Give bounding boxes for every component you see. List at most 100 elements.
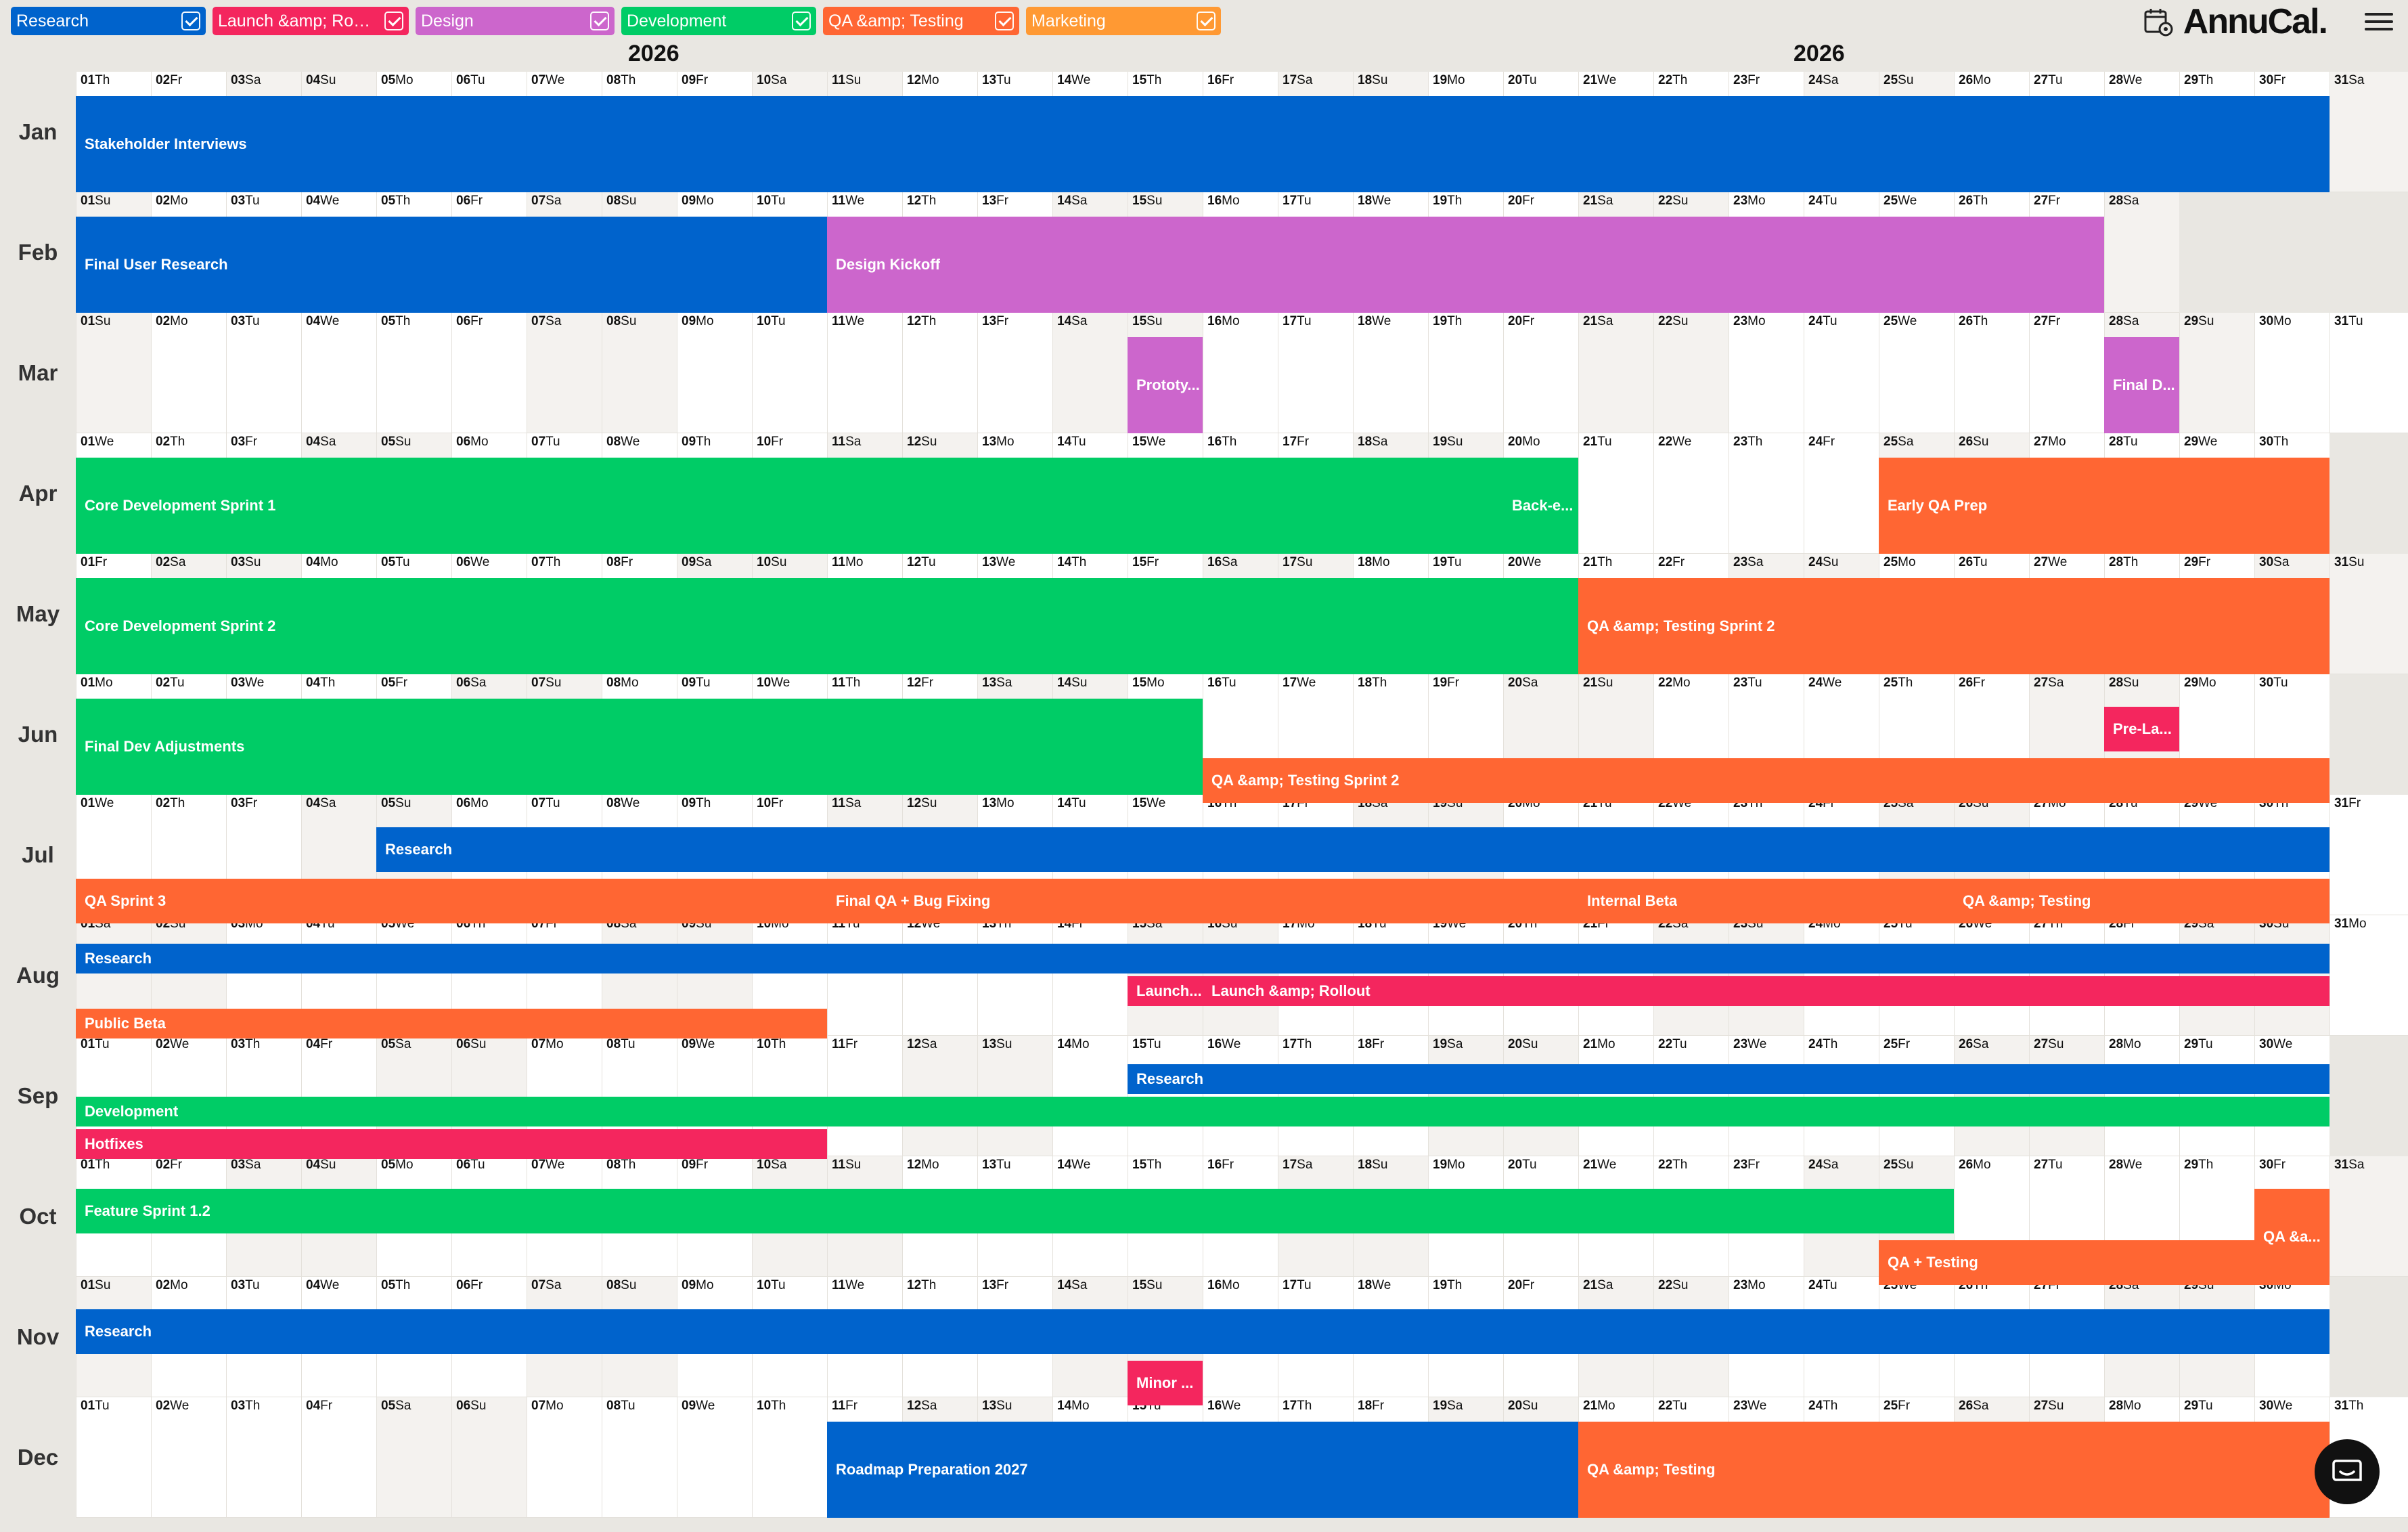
day-cell[interactable]: 19Th	[1428, 313, 1503, 433]
event-bar[interactable]: Public Beta	[76, 1009, 827, 1038]
filter-chip-5[interactable]: Marketing	[1026, 7, 1221, 35]
day-cell[interactable]: 27Su	[2029, 1036, 2104, 1156]
event-bar[interactable]: Core Development Sprint 2	[76, 578, 1578, 674]
day-cell[interactable]: 20Su	[1503, 1036, 1578, 1156]
day-cell[interactable]: 22Su	[1653, 313, 1729, 433]
day-cell[interactable]: 26We	[1954, 915, 2029, 1036]
day-cell[interactable]: 31Mo	[2329, 915, 2408, 1036]
event-bar[interactable]: Final User Research	[76, 217, 827, 313]
day-cell[interactable]: 17Mo	[1278, 915, 1353, 1036]
event-bar[interactable]: Research	[76, 944, 2329, 973]
event-bar[interactable]: QA Sprint 3	[76, 879, 827, 923]
day-cell[interactable]: 29Su	[2179, 313, 2254, 433]
day-cell[interactable]: 25We	[1879, 313, 1954, 433]
day-cell[interactable]: 09We	[677, 1397, 752, 1518]
day-cell[interactable]: 11Tu	[827, 915, 902, 1036]
day-cell[interactable]: 18Tu	[1353, 915, 1428, 1036]
checkbox-checked-icon[interactable]	[792, 12, 811, 30]
day-cell[interactable]: 23We	[1729, 1036, 1804, 1156]
day-cell[interactable]: 31Sa	[2329, 1156, 2408, 1277]
event-bar[interactable]: Minor ...	[1128, 1361, 1203, 1405]
day-cell[interactable]: 20Th	[1503, 915, 1578, 1036]
day-cell[interactable]: 23Mo	[1729, 313, 1804, 433]
day-cell[interactable]: 25Tu	[1879, 915, 1954, 1036]
event-bar[interactable]: Stakeholder Interviews	[76, 96, 2329, 192]
day-cell[interactable]: 25Fr	[1879, 1036, 1954, 1156]
day-cell[interactable]: 01Tu	[76, 1397, 151, 1518]
event-bar[interactable]: Feature Sprint 1.2	[76, 1189, 1954, 1233]
day-cell[interactable]: 29Tu	[2179, 1036, 2254, 1156]
filter-chip-3[interactable]: Development	[621, 7, 816, 35]
day-cell[interactable]: 16Mo	[1203, 313, 1278, 433]
day-cell[interactable]: 13Fr	[977, 313, 1052, 433]
day-cell[interactable]: 04Fr	[301, 1397, 376, 1518]
day-cell[interactable]: 24Mo	[1804, 915, 1879, 1036]
event-bar[interactable]: Core Development Sprint 1	[76, 458, 1503, 554]
day-cell[interactable]: 21Sa	[1578, 313, 1653, 433]
event-bar[interactable]: Hotfixes	[76, 1129, 827, 1159]
checkbox-checked-icon[interactable]	[995, 12, 1014, 30]
day-cell[interactable]: 13Su	[977, 1036, 1052, 1156]
day-cell[interactable]: 02Mo	[151, 313, 226, 433]
day-cell[interactable]: 07Mo	[527, 1397, 602, 1518]
day-cell[interactable]: 11We	[827, 313, 902, 433]
event-bar[interactable]: Development	[76, 1097, 2329, 1126]
day-cell[interactable]: 06Su	[451, 1397, 527, 1518]
filter-chip-0[interactable]: Research	[11, 7, 206, 35]
day-cell[interactable]: 14Sa	[1052, 313, 1128, 433]
day-cell[interactable]: 08Su	[602, 313, 677, 433]
day-cell[interactable]: 14Mo	[1052, 1036, 1128, 1156]
event-bar[interactable]: Final Dev Adjustments	[76, 699, 1203, 795]
event-bar[interactable]: Design Kickoff	[827, 217, 2104, 313]
event-bar[interactable]: QA &amp; Testing	[1578, 1422, 2329, 1518]
event-bar[interactable]: Internal Beta	[1578, 879, 1954, 923]
event-bar[interactable]: QA &amp; Testing Sprint 2	[1203, 758, 2329, 803]
day-cell[interactable]: 12Th	[902, 313, 977, 433]
day-cell[interactable]: 22We	[1653, 433, 1729, 554]
day-cell[interactable]: 21Tu	[1578, 433, 1653, 554]
day-cell[interactable]: 03Tu	[226, 313, 301, 433]
event-bar[interactable]: Early QA Prep	[1879, 458, 2329, 554]
event-bar[interactable]: Final QA + Bug Fixing	[827, 879, 1578, 923]
day-cell[interactable]: 26Sa	[1954, 1036, 2029, 1156]
day-cell[interactable]: 22Sa	[1653, 915, 1729, 1036]
day-cell[interactable]: 07Sa	[527, 313, 602, 433]
day-cell[interactable]: 23Su	[1729, 915, 1804, 1036]
event-bar[interactable]: QA + Testing	[1879, 1240, 2254, 1285]
event-bar[interactable]: QA &a...	[2254, 1189, 2329, 1285]
day-cell[interactable]: 24Th	[1804, 1036, 1879, 1156]
day-cell[interactable]: 31Sa	[2329, 72, 2408, 192]
day-cell[interactable]: 19We	[1428, 915, 1503, 1036]
day-cell[interactable]: 14Fr	[1052, 915, 1128, 1036]
day-cell[interactable]: 04We	[301, 313, 376, 433]
event-bar[interactable]: Research	[1128, 1064, 2329, 1094]
event-bar[interactable]: Research	[76, 1309, 2329, 1354]
day-cell[interactable]: 24Fr	[1804, 433, 1879, 554]
day-cell[interactable]: 27Th	[2029, 915, 2104, 1036]
day-cell[interactable]: 20Fr	[1503, 313, 1578, 433]
day-cell[interactable]: 18Fr	[1353, 1036, 1428, 1156]
day-cell[interactable]: 02We	[151, 1397, 226, 1518]
day-cell[interactable]: 18We	[1353, 313, 1428, 433]
day-cell[interactable]: 17Th	[1278, 1036, 1353, 1156]
day-cell[interactable]: 12Sa	[902, 1036, 977, 1156]
day-cell[interactable]: 13Th	[977, 915, 1052, 1036]
day-cell[interactable]: 28Sa	[2104, 192, 2179, 313]
day-cell[interactable]: 09Mo	[677, 313, 752, 433]
event-bar[interactable]: Roadmap Preparation 2027	[827, 1422, 1578, 1518]
checkbox-checked-icon[interactable]	[590, 12, 609, 30]
day-cell[interactable]: 12We	[902, 915, 977, 1036]
day-cell[interactable]: 21Mo	[1578, 1036, 1653, 1156]
event-bar[interactable]: Research	[376, 827, 2329, 872]
day-cell[interactable]: 26Th	[1954, 313, 2029, 433]
app-logo[interactable]: AnnuCal.	[2143, 1, 2328, 42]
event-bar[interactable]: Final D...	[2104, 337, 2179, 433]
day-cell[interactable]: 19Sa	[1428, 1036, 1503, 1156]
filter-chip-2[interactable]: Design	[416, 7, 615, 35]
day-cell[interactable]: 11Fr	[827, 1036, 902, 1156]
event-bar[interactable]: Launch...	[1128, 976, 1203, 1006]
day-cell[interactable]: 05Sa	[376, 1397, 451, 1518]
day-cell[interactable]: 01Su	[76, 313, 151, 433]
day-cell[interactable]: 03Th	[226, 1397, 301, 1518]
day-cell[interactable]: 08Tu	[602, 1397, 677, 1518]
